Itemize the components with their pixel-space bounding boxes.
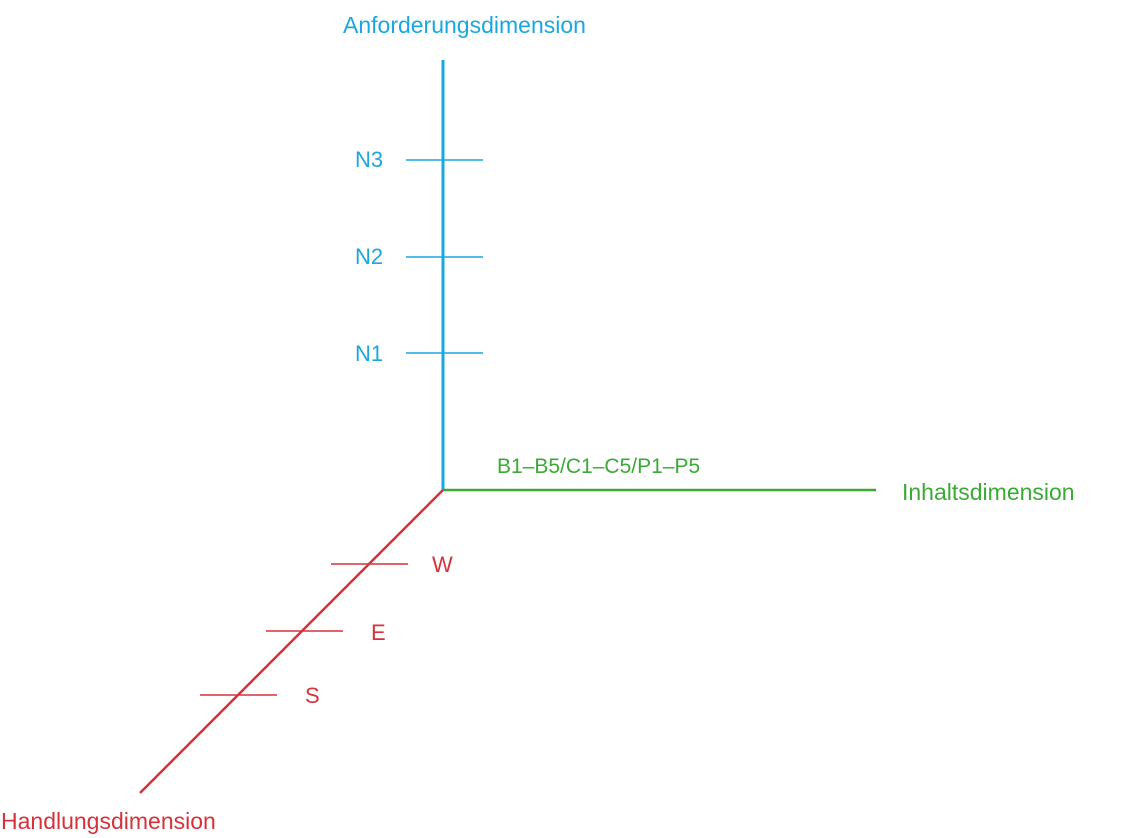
vertical-tick-label-n3: N3 [355,147,384,172]
diagonal-axis-line [139,489,444,794]
vertical-tick-label-n2: N2 [355,244,384,269]
diagonal-axis-title: Handlungsdimension [1,808,216,834]
diagonal-tick-label-w: W [432,552,453,577]
vertical-axis-title: Anforderungsdimension [343,12,586,38]
horizontal-axis-range-label: B1–B5/C1–C5/P1–P5 [497,455,701,478]
diagonal-tick-label-s: S [305,683,320,708]
vertical-tick-label-n1: N1 [355,341,384,366]
diagonal-tick-label-e: E [371,620,386,645]
horizontal-axis-title: Inhaltsdimension [902,479,1075,505]
